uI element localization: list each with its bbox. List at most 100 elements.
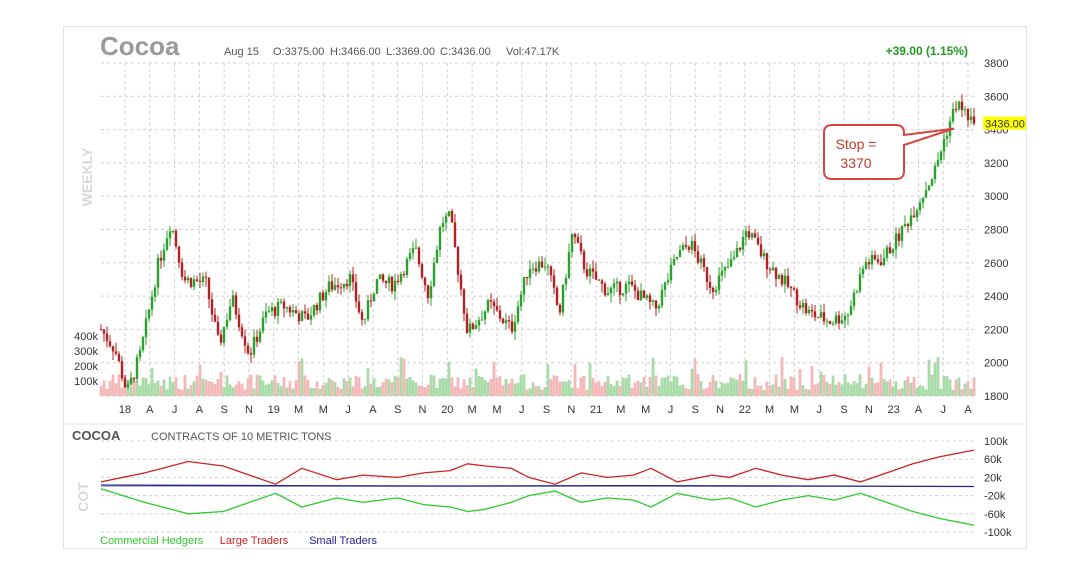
- candle-body: [549, 266, 553, 276]
- candle-body: [627, 281, 631, 284]
- volume-bar: [591, 377, 595, 396]
- candle-body: [114, 351, 118, 354]
- volume-bar: [108, 381, 112, 396]
- volume-bar: [963, 383, 967, 396]
- date-tick-label: S: [543, 404, 550, 416]
- candle-body: [99, 329, 103, 331]
- volume-bar: [189, 385, 193, 396]
- volume-bar: [156, 380, 160, 396]
- volume-bar: [225, 375, 229, 396]
- volume-bar: [297, 361, 301, 396]
- candle-body: [540, 261, 544, 268]
- candle-body: [441, 222, 445, 228]
- volume-bar: [153, 382, 157, 396]
- candle-body: [597, 279, 601, 281]
- volume-bar: [282, 376, 286, 396]
- volume-bar: [936, 357, 940, 396]
- candle-body: [480, 319, 484, 321]
- candle-body: [867, 262, 871, 265]
- candle-body: [807, 309, 811, 313]
- volume-bar: [702, 388, 706, 396]
- volume-bar: [687, 389, 691, 396]
- candle-body: [180, 262, 184, 277]
- candle-body: [222, 326, 226, 343]
- volume-bar: [471, 387, 475, 396]
- candle-body: [117, 353, 121, 362]
- candle-body: [474, 325, 478, 329]
- volume-bar: [246, 378, 250, 396]
- candle-body: [501, 318, 505, 324]
- volume-bar: [207, 381, 211, 396]
- candle-body: [921, 197, 925, 203]
- volume-bar: [972, 377, 976, 396]
- volume-bar: [171, 382, 175, 396]
- candle-body: [405, 258, 409, 276]
- candle-body: [312, 304, 316, 316]
- candle-body: [264, 311, 268, 318]
- candle-body: [423, 277, 427, 286]
- candle-body: [648, 295, 652, 302]
- candle-body: [126, 384, 130, 388]
- candle-body: [336, 285, 340, 288]
- volume-bar: [399, 357, 403, 396]
- candle-body: [303, 311, 307, 314]
- volume-bar: [954, 379, 958, 396]
- candle-body: [954, 109, 958, 111]
- candle-body: [324, 291, 328, 301]
- volume-bar: [810, 366, 814, 396]
- price-tick-label: 2400: [984, 291, 1008, 303]
- candle-body: [966, 109, 970, 121]
- volume-bar: [846, 382, 850, 396]
- candle-body: [213, 314, 217, 322]
- volume-bar: [933, 362, 937, 396]
- volume-bar: [111, 374, 115, 396]
- candle-body: [108, 341, 112, 347]
- candle-body: [687, 246, 691, 250]
- volume-bar: [204, 379, 208, 396]
- candle-body: [183, 276, 187, 281]
- candle-body: [924, 190, 928, 198]
- volume-bar: [114, 383, 118, 396]
- candle-body: [153, 287, 157, 297]
- volume-bar: [300, 358, 304, 396]
- volume-bar: [348, 377, 352, 396]
- date-tick-label: M: [790, 404, 799, 416]
- candle-body: [633, 284, 637, 291]
- volume-bar: [747, 388, 751, 396]
- volume-bar: [822, 375, 826, 396]
- volume-bar: [951, 389, 955, 396]
- volume-bar: [219, 371, 223, 396]
- candle-body: [543, 266, 547, 268]
- price-chart[interactable]: Cocoa Aug 15 O:3375.00 H:3466.00 L:3369.…: [64, 27, 1027, 548]
- volume-bar: [633, 382, 637, 396]
- volume-bar: [333, 382, 337, 396]
- cot-tick-label: -20k: [984, 491, 1006, 503]
- candle-body: [657, 305, 661, 309]
- volume-bar: [873, 382, 877, 396]
- candle-body: [897, 233, 901, 241]
- candle-body: [444, 216, 448, 223]
- candle-body: [492, 301, 496, 307]
- volume-tick-label: 100k: [74, 376, 98, 388]
- price-tick-label: 2600: [984, 258, 1008, 270]
- volume-bar: [216, 379, 220, 396]
- candle-body: [243, 336, 247, 346]
- volume-bar: [516, 382, 520, 396]
- candle-body: [375, 278, 379, 294]
- candle-body: [246, 345, 250, 354]
- volume-bar: [408, 377, 412, 396]
- candle-body: [387, 276, 391, 284]
- candle-body: [555, 287, 559, 305]
- candle-body: [963, 109, 967, 111]
- volume-bar: [201, 378, 205, 396]
- candle-body: [582, 251, 586, 270]
- volume-bar: [564, 381, 568, 396]
- volume-bar: [321, 384, 325, 396]
- candle-body: [891, 249, 895, 254]
- date-tick-label: N: [865, 404, 873, 416]
- cot-tick-label: 60k: [984, 454, 1002, 466]
- candle-body: [330, 281, 334, 290]
- candle-body: [711, 287, 715, 293]
- volume-bar: [666, 375, 670, 396]
- last-price-box: [983, 116, 1027, 130]
